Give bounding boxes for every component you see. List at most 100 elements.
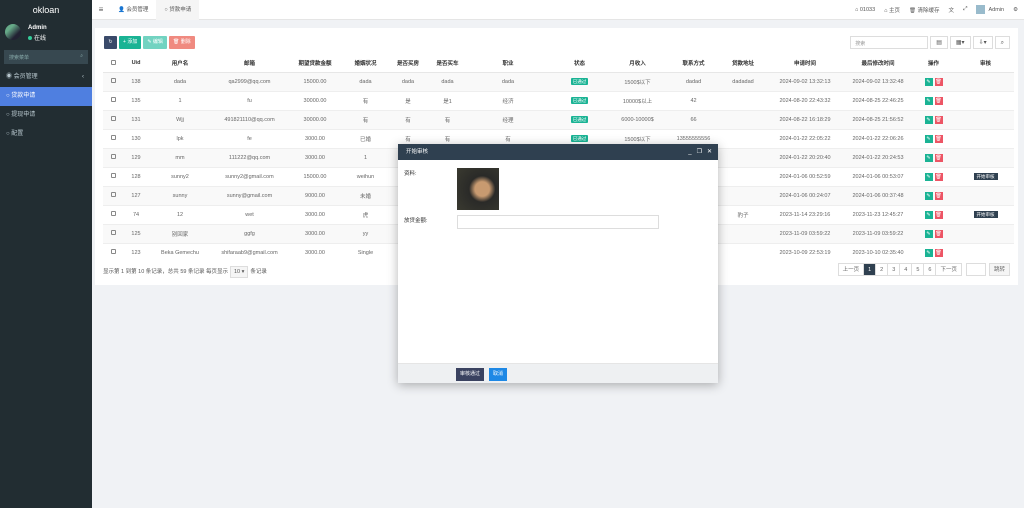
edit-icon[interactable]: ✎ (924, 153, 933, 162)
edit-icon[interactable]: ✎ (924, 115, 933, 124)
prev-page-button[interactable]: 上一页 (837, 263, 865, 276)
table-cell (957, 147, 1014, 167)
page-size-select[interactable]: 10 ▾ (230, 266, 249, 278)
goto-page-input[interactable] (965, 263, 986, 276)
edit-icon[interactable]: ✎ (924, 191, 933, 200)
table-cell: 127 (124, 185, 148, 205)
delete-icon[interactable]: 🗑 (934, 115, 943, 124)
column-header: 最后修改时间 (846, 55, 910, 73)
delete-icon[interactable]: 🗑 (934, 134, 943, 143)
delete-icon[interactable]: 🗑 (934, 153, 943, 162)
translate-icon[interactable]: 文 (948, 7, 955, 14)
tab-member-management[interactable]: 👤 会员管理 (118, 6, 149, 13)
delete-icon[interactable]: 🗑 (934, 77, 943, 86)
next-page-button[interactable]: 下一页 (935, 263, 962, 276)
edit-icon[interactable]: ✎ (924, 77, 933, 86)
table-cell: 9000.00 (287, 185, 343, 205)
column-header: 是否买房 (388, 55, 428, 73)
tab-label: 会员管理 (126, 6, 149, 13)
sidebar-item-label: 贷款申请 (11, 93, 36, 99)
table-cell: 2024-09-02 13:32:48 (846, 71, 910, 91)
table-cell: ggfg (212, 223, 287, 243)
edit-icon[interactable]: ✎ (924, 172, 933, 181)
table-cell (722, 128, 764, 148)
edit-icon[interactable]: ✎ (924, 248, 933, 257)
start-audit-button[interactable]: 开始审核 (973, 210, 998, 218)
column-header: 申请时间 (764, 55, 846, 73)
edit-icon[interactable]: ✎ (924, 229, 933, 238)
row-checkbox[interactable] (111, 230, 116, 235)
fullscreen-icon[interactable]: ⤢ (963, 6, 968, 12)
row-checkbox[interactable] (111, 135, 116, 140)
delete-icon[interactable]: 🗑 (934, 191, 943, 200)
edit-icon[interactable]: ✎ (924, 96, 933, 105)
user-menu[interactable]: Admin (976, 5, 1004, 14)
cancel-button[interactable]: 取消 (489, 368, 508, 381)
pagination: 上一页 1 2 3 4 5 6 下一页 跳转 (837, 263, 1010, 276)
settings-icon[interactable]: ⚙ (1013, 6, 1018, 13)
row-checkbox[interactable] (111, 192, 116, 197)
toggle-view-button[interactable]: ▤ (930, 36, 948, 49)
table-row: 138 dada qa2999@qq.com 15000.00 dada dada dada… (103, 71, 1014, 91)
table-cell: 2024-01-06 00:53:07 (846, 166, 910, 186)
row-checkbox[interactable] (111, 116, 116, 121)
row-checkbox[interactable] (111, 78, 116, 83)
sidebar-item[interactable]: ○ 配置 (0, 125, 92, 144)
loan-amount-input[interactable] (457, 215, 659, 229)
row-checkbox[interactable] (111, 97, 116, 102)
refresh-button[interactable]: ↻ (104, 36, 117, 49)
table-cell: 2024-09-02 13:32:13 (764, 71, 846, 91)
table-cell: 有 (343, 90, 388, 110)
delete-icon[interactable]: 🗑 (934, 96, 943, 105)
table-cell (957, 109, 1014, 129)
button-label: 编辑 (152, 39, 163, 45)
delete-icon[interactable]: 🗑 (934, 210, 943, 219)
maximize-icon[interactable]: ❐ (696, 149, 702, 155)
approve-button[interactable]: 审核通过 (456, 368, 485, 381)
add-button[interactable]: + 添加 (119, 36, 142, 49)
edit-icon[interactable]: ✎ (924, 134, 933, 143)
minimize-icon[interactable]: _ (688, 149, 692, 155)
delete-icon[interactable]: 🗑 (934, 172, 943, 181)
sidebar-item[interactable]: ◉ 会员管理 ‹ (0, 68, 92, 87)
start-audit-button[interactable]: 开始审核 (973, 172, 998, 180)
table-cell: 2023-10-10 02:35:40 (846, 242, 910, 262)
delete-icon[interactable]: 🗑 (934, 248, 943, 257)
row-checkbox[interactable] (111, 154, 116, 159)
advanced-search-button[interactable]: ⌕ (994, 36, 1010, 49)
photo-label: 资料: (404, 171, 417, 177)
edit-button[interactable]: ✎ 编辑 (143, 36, 167, 49)
delete-icon[interactable]: 🗑 (934, 229, 943, 238)
modal-header: 开始审核 _ ❐ ✕ (398, 144, 718, 160)
search-icon: ⌕ (80, 53, 83, 59)
clear-cache-button[interactable]: 🗑 清除缓存 (909, 7, 940, 14)
table-search-input[interactable]: 搜索 (850, 36, 929, 49)
row-checkbox-cell (103, 71, 124, 91)
select-all-checkbox[interactable] (103, 55, 124, 73)
audit-modal: 开始审核 _ ❐ ✕ 资料: 放贷金额: 审核通过 取消 (398, 144, 718, 383)
goto-button[interactable]: 跳转 (988, 263, 1010, 276)
edit-icon[interactable]: ✎ (924, 210, 933, 219)
close-icon[interactable]: ✕ (706, 149, 712, 155)
tab-loan-application[interactable]: ○ 贷款申请 (156, 0, 200, 20)
checkbox-icon[interactable] (111, 59, 116, 65)
circle-icon: ○ (6, 131, 12, 137)
row-checkbox[interactable] (111, 249, 116, 255)
row-checkbox[interactable] (111, 211, 116, 216)
sidebar-item[interactable]: ○ 贷款申请 (0, 87, 92, 106)
top-link-01033[interactable]: ⌂ 01033 (854, 6, 876, 13)
table-cell: 已婚 (343, 128, 388, 148)
delete-button[interactable]: 🗑 删除 (168, 36, 195, 49)
table-cell: 42 (665, 90, 722, 110)
menu-search-input[interactable]: 搜索菜单 ⌕ (4, 50, 88, 64)
row-checkbox[interactable] (111, 173, 116, 178)
sidebar-item[interactable]: ○ 提现申请 (0, 106, 92, 125)
table-cell: 74 (124, 204, 148, 224)
columns-dropdown[interactable]: ▦▾ (949, 36, 971, 49)
menu-toggle-icon[interactable]: ≡ (98, 5, 104, 14)
sidebar-item-label: 提现申请 (11, 112, 36, 118)
actions-cell: ✎ 🗑 (910, 242, 957, 262)
actions-cell: ✎ 🗑 (910, 90, 957, 110)
top-link-home[interactable]: ⌂ 主页 (884, 7, 901, 14)
export-dropdown[interactable]: ⇩▾ (972, 36, 993, 49)
